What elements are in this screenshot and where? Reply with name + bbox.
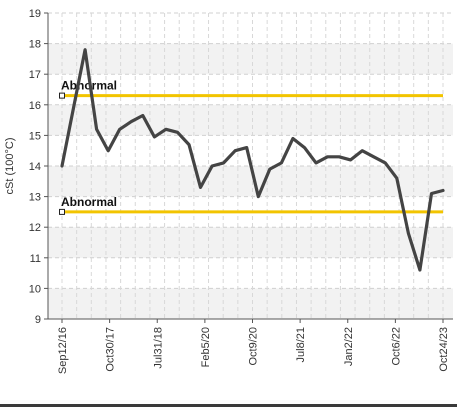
y-tick-labels: 9 10 11 12 13 14 15 16 17 18 19 <box>29 8 41 326</box>
x-tick-label: Sep12/16 <box>57 327 69 374</box>
x-tick-label: Oct24/23 <box>438 327 450 372</box>
y-tick-label: 17 <box>29 69 41 81</box>
plot-band <box>48 166 453 197</box>
reference-label: Abnormal <box>61 195 117 209</box>
x-tick-label: Oct9/20 <box>248 327 260 366</box>
y-tick-label: 18 <box>29 39 41 51</box>
axes <box>44 12 453 323</box>
y-tick-label: 9 <box>35 314 41 326</box>
reference-marker <box>59 208 65 215</box>
y-tick-label: 13 <box>29 192 41 204</box>
grid-lines <box>48 12 453 320</box>
y-tick-label: 16 <box>29 100 41 112</box>
y-tick-label: 10 <box>29 283 41 295</box>
x-tick-label: Oct30/17 <box>105 327 117 372</box>
footer-divider <box>0 404 457 407</box>
x-tick-label: Feb5/20 <box>200 327 212 367</box>
x-tick-label: Oct6/22 <box>390 327 402 366</box>
plot-band <box>48 227 453 258</box>
plot-band <box>48 43 453 75</box>
y-axis-label: cSt (100°C) <box>4 138 16 195</box>
x-tick-label: Jul31/18 <box>152 327 164 369</box>
y-tick-label: 11 <box>30 253 41 265</box>
x-tick-label: Jan2/22 <box>343 327 355 366</box>
x-tick-labels: Sep12/16 Oct30/17 Jul31/18 Feb5/20 Oct9/20 Ju… <box>57 327 450 374</box>
y-tick-label: 14 <box>29 161 41 173</box>
series-lines <box>60 48 445 272</box>
plot-band <box>48 288 453 319</box>
plot-band <box>48 104 453 136</box>
series-line <box>60 48 445 272</box>
plot-bands <box>48 43 453 319</box>
y-tick-label: 19 <box>29 8 41 20</box>
y-tick-label: 12 <box>29 222 41 234</box>
y-tick-label: 15 <box>29 130 41 142</box>
x-tick-label: Jul8/21 <box>295 327 307 362</box>
reference-marker <box>59 92 65 99</box>
